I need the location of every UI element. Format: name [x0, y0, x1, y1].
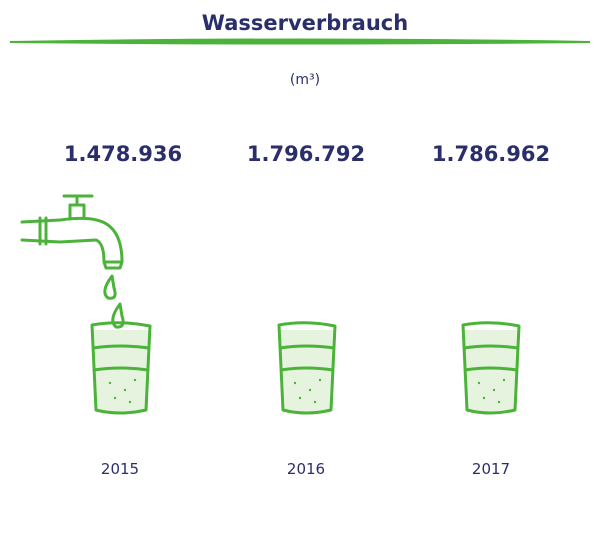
divider — [10, 40, 590, 44]
value: 1.478.936 — [64, 142, 182, 166]
year: 2015 — [101, 460, 139, 478]
title: Wasserverbrauch — [202, 11, 408, 35]
value: 1.786.962 — [432, 142, 550, 166]
unit: (m³) — [290, 72, 320, 88]
value: 1.796.792 — [247, 142, 365, 166]
glass-icon — [279, 323, 335, 413]
infographic: Wasserverbrauch (m³) 1.478.936 1.796.792… — [0, 0, 597, 544]
faucet-icon — [22, 196, 123, 327]
glass-icon — [463, 323, 519, 413]
year: 2016 — [287, 460, 325, 478]
year: 2017 — [472, 460, 510, 478]
glass-icon — [92, 323, 150, 413]
